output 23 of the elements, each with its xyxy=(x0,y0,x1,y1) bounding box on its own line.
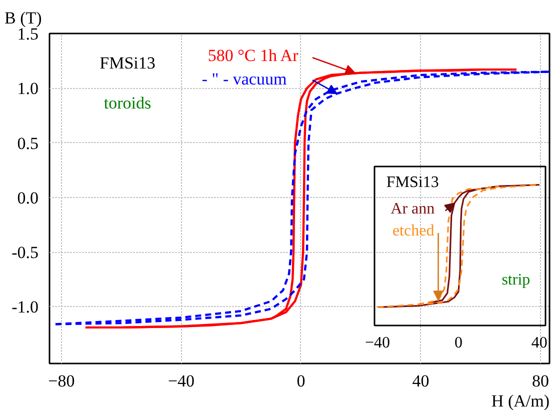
x-tick-label: −40 xyxy=(168,372,195,390)
x-axis-title: H (A/m) xyxy=(491,392,550,410)
x-tick-label: 80 xyxy=(532,372,550,390)
x-tick-label: 0 xyxy=(454,334,462,352)
x-tick-label: −80 xyxy=(48,372,75,390)
x-tick-label: 40 xyxy=(531,334,548,352)
x-tick-label: −40 xyxy=(365,334,390,352)
y-tick-label: 0.0 xyxy=(17,188,38,208)
annotation: 580 °C 1h Ar xyxy=(208,46,299,66)
y-tick-label: -1.0 xyxy=(12,298,39,317)
x-tick-label: 40 xyxy=(412,372,430,390)
annotation: - " - vacuum xyxy=(202,70,287,89)
y-axis-title: B (T) xyxy=(4,8,42,28)
annotation: strip xyxy=(502,272,530,289)
y-tick-label: -0.5 xyxy=(12,243,39,262)
y-tick-label: 1.0 xyxy=(17,79,38,98)
annotation: etched xyxy=(392,222,434,240)
y-tick-label: 0.5 xyxy=(17,134,38,153)
annotation: FMSi13 xyxy=(100,53,156,72)
annotation: FMSi13 xyxy=(386,174,439,192)
annotation: toroids xyxy=(104,94,152,113)
annotation: Ar ann xyxy=(390,200,435,218)
x-tick-label: 0 xyxy=(296,372,306,390)
